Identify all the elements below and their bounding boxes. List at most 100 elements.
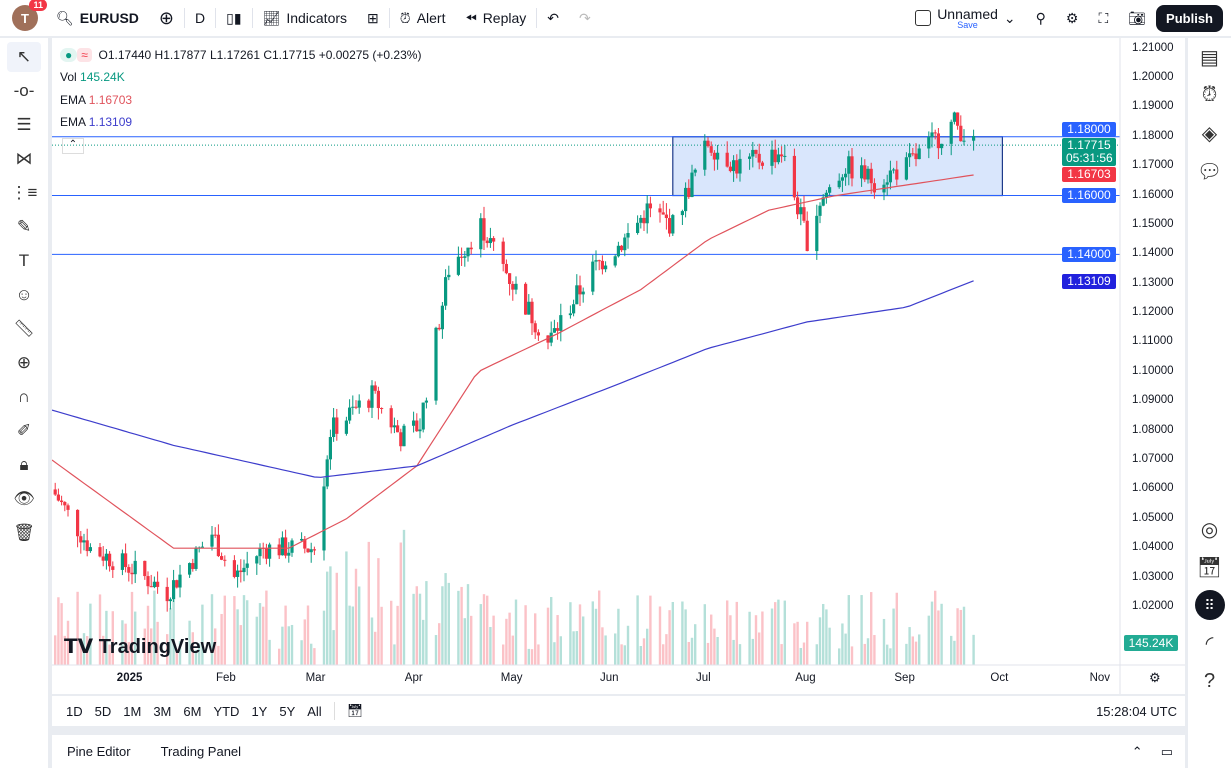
candle-body — [600, 260, 604, 270]
range-6m[interactable]: 6M — [183, 703, 202, 719]
volume-bar — [668, 610, 671, 665]
user-avatar[interactable]: T 11 — [12, 0, 47, 31]
volume-bar — [268, 639, 271, 665]
layout-button[interactable]: Unnamed Save ⌄ — [905, 0, 1025, 36]
pine-editor-tab[interactable]: Pine Editor — [67, 744, 131, 759]
avatar-letter: T — [21, 10, 29, 26]
candle-body — [479, 218, 483, 250]
volume-bar — [281, 626, 284, 665]
volume-bar — [489, 626, 492, 665]
brush-icon[interactable]: ✎ — [16, 217, 32, 236]
candle-body — [258, 547, 262, 557]
ema200-legend[interactable]: EMA 1.13109 — [60, 115, 132, 129]
volume-bar — [287, 626, 290, 665]
volume-bar — [335, 572, 338, 665]
eye-icon[interactable]: 👁︎ — [13, 489, 35, 508]
quick-search-button[interactable]: ⚲ — [1035, 9, 1046, 26]
range-all[interactable]: All — [307, 703, 322, 719]
range-1m[interactable]: 1M — [123, 703, 142, 719]
lock-icon[interactable]: 🔒︎ — [19, 455, 29, 474]
volume-legend[interactable]: Vol 145.24K — [60, 70, 125, 84]
candle-body — [348, 407, 352, 421]
visibility-toggle[interactable]: ● — [60, 48, 78, 62]
volume-bar — [380, 606, 383, 665]
indicators-button[interactable]: 📈︎ Indicators — [253, 0, 357, 36]
pattern-icon[interactable]: ⋈ — [15, 149, 33, 168]
target-icon[interactable]: ◎ — [1200, 518, 1219, 541]
ema200-line — [52, 280, 974, 478]
top-toolbar: T 11 🔍︎ EURUSD ⊕ D ▯▮ 📈︎ Indicators ⊞ ⏰︎ Ale… — [0, 0, 1231, 36]
replay-button[interactable]: ⏪︎ Replay — [455, 0, 536, 36]
ema50-legend[interactable]: EMA 1.16703 — [60, 93, 132, 107]
range-5y[interactable]: 5Y — [279, 703, 296, 719]
range-ytd[interactable]: YTD — [213, 703, 240, 719]
volume-bar — [815, 644, 818, 665]
apps-icon[interactable]: ⠿ — [1188, 586, 1231, 624]
publish-button[interactable]: Publish — [1156, 4, 1223, 32]
price-tick: 1.13000 — [1132, 276, 1174, 289]
candle-body — [255, 556, 259, 564]
templates-button[interactable]: ⊞ — [357, 0, 389, 36]
ruler-icon[interactable]: 📏︎ — [13, 319, 35, 338]
settings-button[interactable]: ⚙ — [1065, 9, 1079, 26]
magnet-icon[interactable]: ∩ — [17, 387, 31, 406]
chart-pane[interactable]: ● ≈ O1.17440 H1.17877 L1.17261 C1.17715 +… — [52, 38, 1185, 694]
trading-panel-tab[interactable]: Trading Panel — [160, 744, 242, 759]
maximize-panel-icon[interactable]: ▭ — [1160, 743, 1173, 759]
candle-body — [101, 556, 105, 561]
volume-bar — [198, 643, 201, 665]
emoji-icon[interactable]: ☺ — [15, 285, 33, 304]
trash-icon[interactable]: 🗑︎ — [13, 523, 35, 542]
redo-button[interactable]: ↷ — [579, 9, 591, 26]
signal-icon[interactable]: ◜ — [1205, 632, 1214, 655]
horizontal-lines-icon[interactable]: ☰ — [16, 115, 32, 134]
chat-icon[interactable]: 💬︎ — [1196, 160, 1223, 183]
undo-button[interactable]: ↶ — [547, 9, 560, 26]
volume-bar — [60, 603, 63, 665]
clock[interactable]: 15:28:04 UTC — [1096, 703, 1177, 719]
candle-body — [604, 265, 608, 270]
range-5d[interactable]: 5D — [94, 703, 112, 719]
collapse-legend-button[interactable]: ⌃ — [62, 138, 84, 154]
volume-bar — [684, 609, 687, 665]
compare-symbol-button[interactable]: ⊕ — [149, 0, 184, 36]
goto-date-icon[interactable]: 📅︎ — [346, 703, 364, 718]
volume-bar — [927, 615, 930, 665]
snapshot-button[interactable]: 📷︎ — [1128, 9, 1147, 26]
candle-body — [354, 406, 358, 408]
search-icon: 🔍︎ — [56, 9, 74, 26]
layers-icon[interactable]: ◈ — [1201, 122, 1218, 145]
volume-bar — [111, 611, 114, 665]
chart-type-button[interactable]: ▯▮ — [216, 0, 251, 36]
lock-drawing-icon[interactable]: ✐ — [16, 421, 32, 440]
help-icon[interactable]: ? — [1203, 669, 1216, 692]
fib-icon[interactable]: ⋮≡ — [10, 183, 38, 202]
zoom-in-icon[interactable]: ⊕ — [16, 353, 32, 372]
axis-settings-icon[interactable]: ⚙ — [1149, 670, 1161, 685]
collapse-panel-icon[interactable]: ⌃ — [1131, 743, 1143, 759]
trend-line-icon[interactable]: -o- — [13, 81, 35, 100]
symbol-search[interactable]: 🔍︎ EURUSD — [46, 0, 149, 36]
range-3m[interactable]: 3M — [153, 703, 172, 719]
candle-body — [616, 245, 620, 257]
cursor-icon[interactable]: ↖ — [7, 42, 41, 72]
range-1y[interactable]: 1Y — [251, 703, 268, 719]
price-tick: 1.04000 — [1132, 541, 1174, 554]
range-1d[interactable]: 1D — [66, 703, 83, 719]
tv-logo-icon: 𝗧𝗩 — [64, 636, 94, 658]
candle-body — [440, 305, 444, 330]
calendar-icon[interactable]: 📅︎ — [1196, 556, 1223, 579]
alert-button[interactable]: ⏰︎ Alert — [390, 0, 456, 36]
candle-body — [911, 153, 915, 155]
fullscreen-button[interactable]: ⛶ — [1098, 9, 1109, 26]
price-chart[interactable] — [52, 38, 1185, 694]
candle-body — [463, 256, 467, 258]
alerts-icon[interactable]: ⏰︎ — [1201, 83, 1218, 106]
ohlc-values: O1.17440 H1.17877 L1.17261 C1.17715 +0.0… — [98, 48, 422, 62]
interval-button[interactable]: D — [195, 10, 206, 26]
candle-body — [546, 335, 550, 343]
text-icon[interactable]: T — [18, 251, 30, 270]
watchlist-icon[interactable]: ▤ — [1200, 46, 1219, 69]
price-tick: 1.16000 — [1132, 188, 1174, 201]
candle-body — [232, 560, 236, 577]
